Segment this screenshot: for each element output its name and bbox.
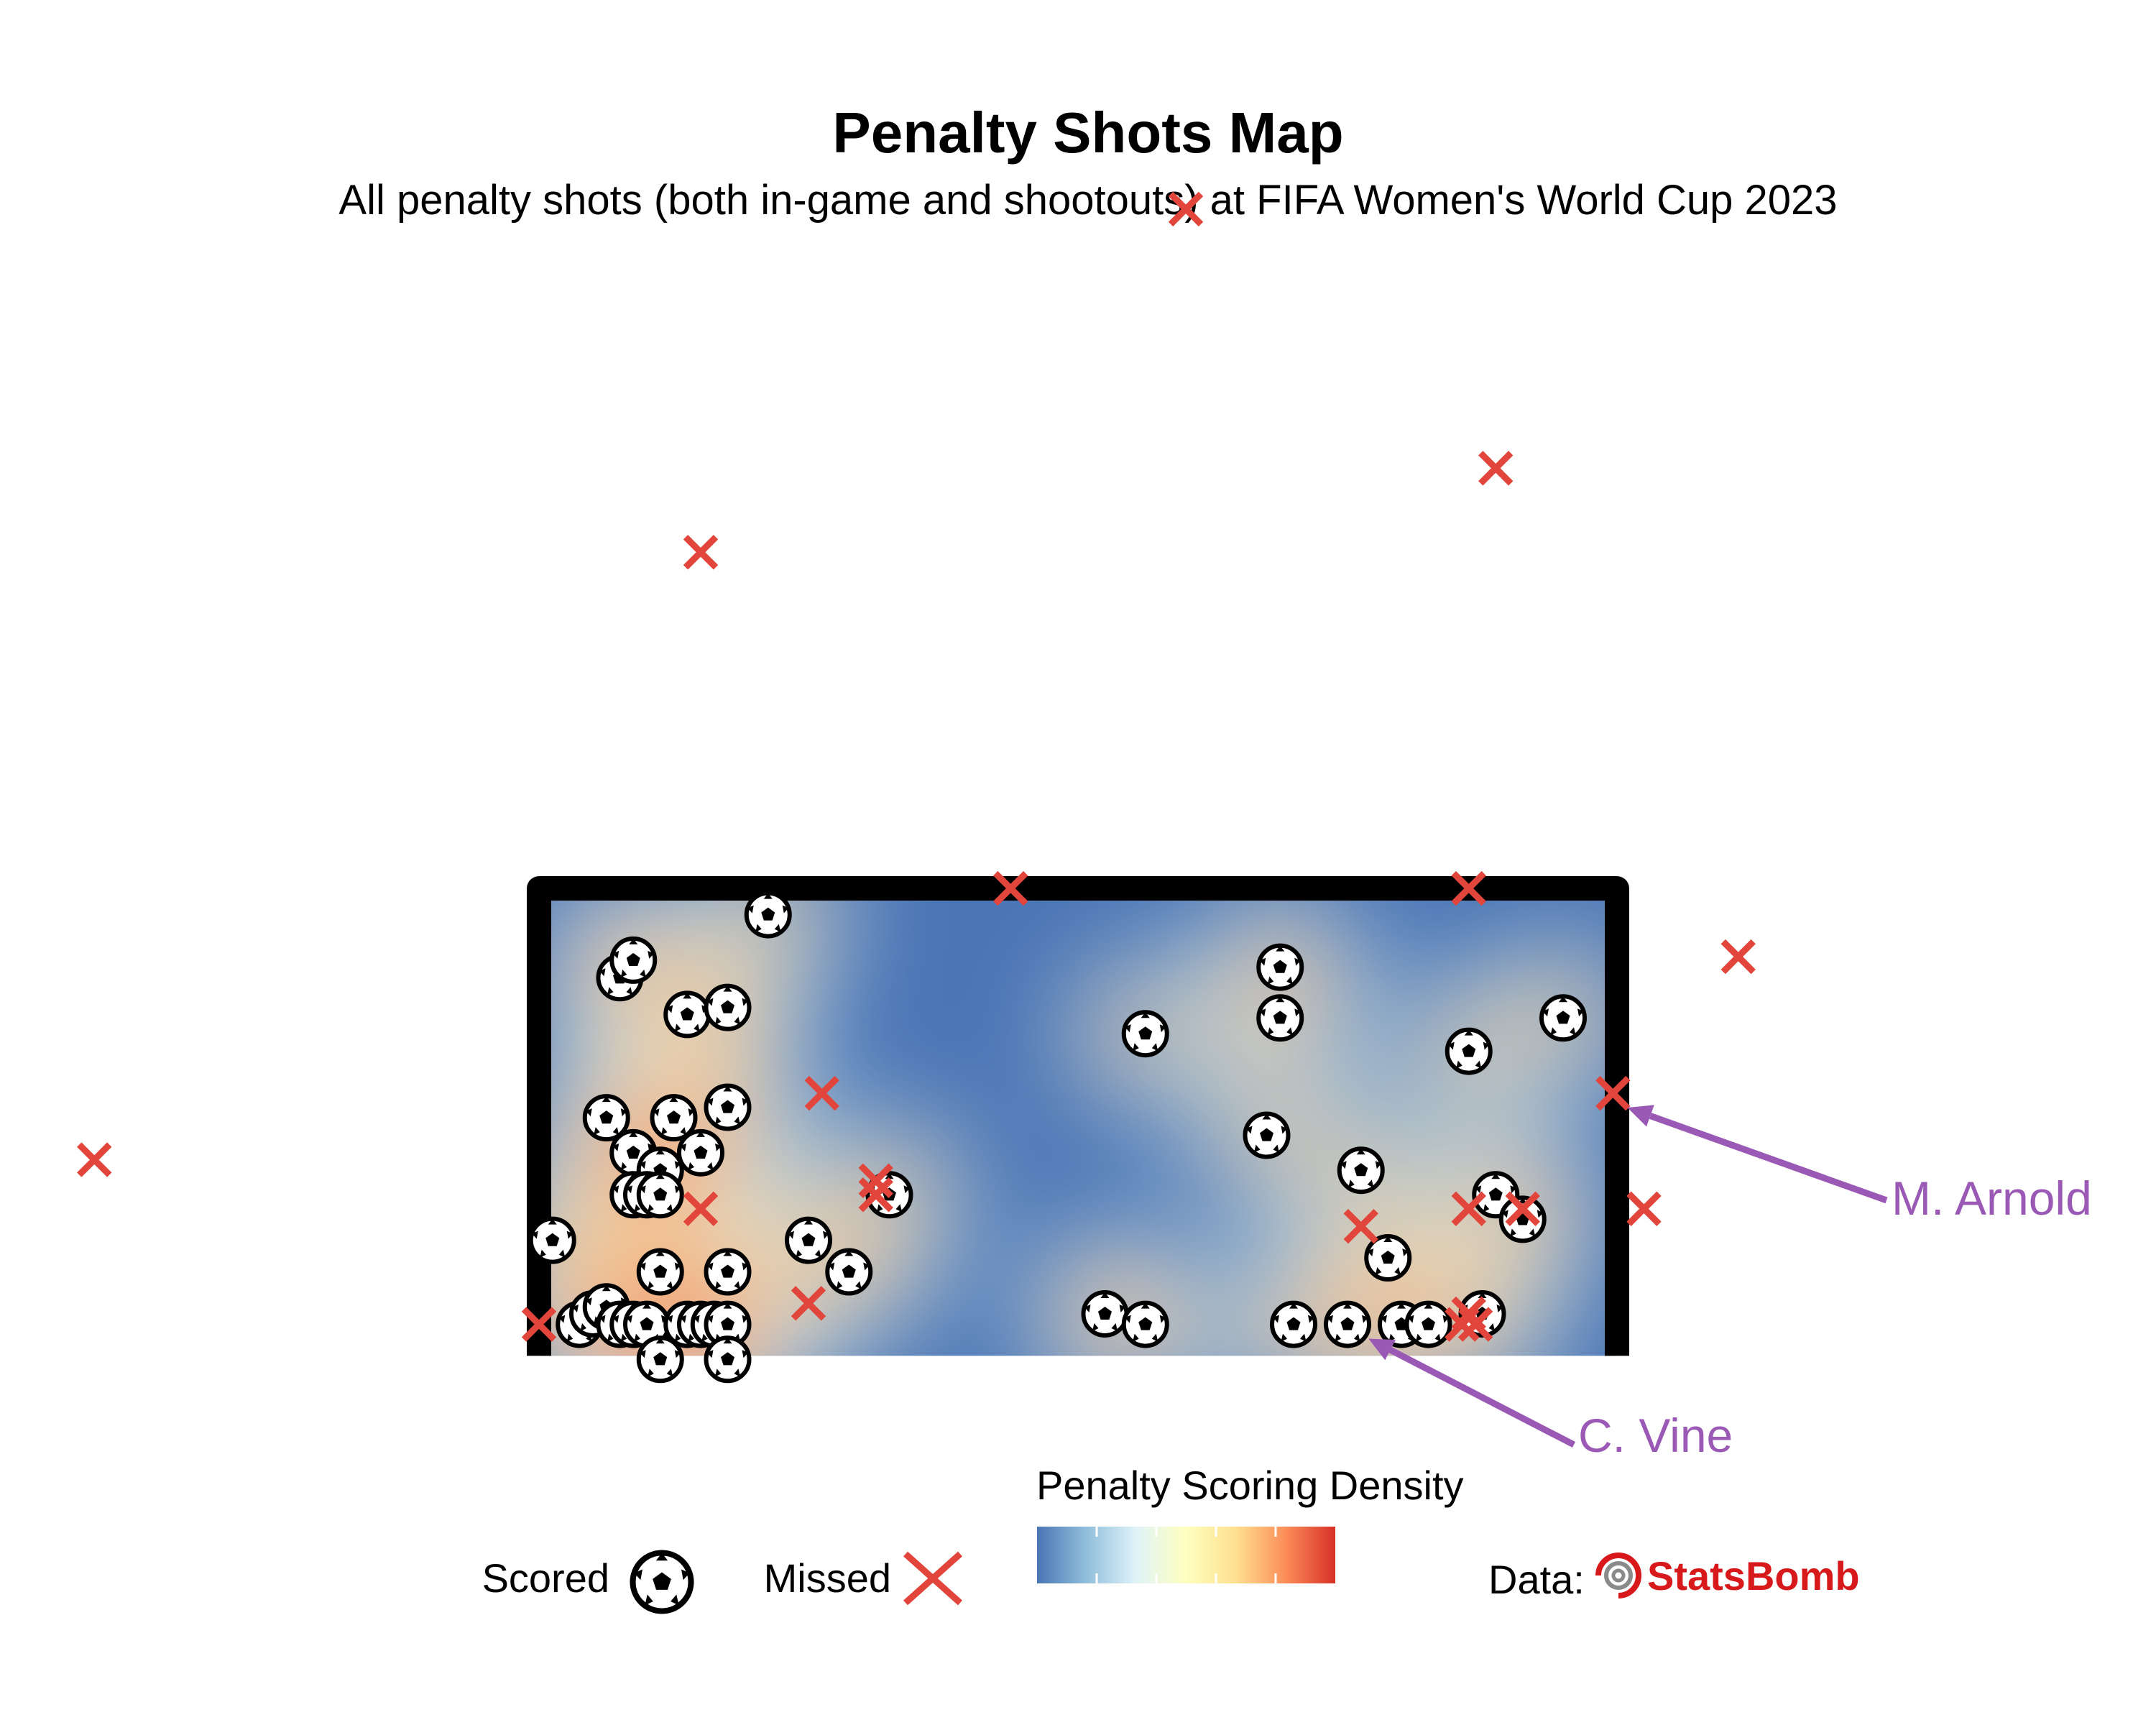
density-legend-title: Penalty Scoring Density [1036, 1463, 1464, 1508]
missed-shot-point [1595, 1075, 1631, 1111]
scored-shot-point [531, 1219, 574, 1262]
goal-frame [527, 876, 1629, 1356]
annotation-arrowhead [1627, 1105, 1654, 1127]
scored-shot-point [706, 986, 750, 1029]
missed-shot-point [993, 870, 1028, 906]
missed-shot-point [521, 1307, 557, 1342]
missed-shot-point [791, 1286, 826, 1321]
scored-shot-point [747, 893, 790, 937]
chart-title: Penalty Shots Map [832, 101, 1343, 165]
missed-shot-point [1451, 870, 1486, 906]
scored-shot-point [1542, 996, 1585, 1039]
annotation-label: M. Arnold [1892, 1172, 2092, 1225]
scored-shot-point [639, 1173, 682, 1216]
missed-shot-point [1478, 451, 1514, 486]
missed-shot-point [1451, 1296, 1486, 1332]
missed-shot-point [858, 1163, 893, 1199]
soccer-ball-icon [633, 1553, 691, 1611]
scored-shot-point [1407, 1303, 1450, 1346]
missed-shot-point [77, 1142, 112, 1177]
missed-shot-point [1168, 191, 1204, 227]
annotation-arrowhead [1368, 1338, 1396, 1361]
scored-shot-point [706, 1086, 750, 1129]
annotation-arrow [1388, 1347, 1576, 1448]
scored-shot-point [1501, 1197, 1544, 1241]
colorbar-ticks [1095, 1527, 1277, 1583]
scored-shot-point [639, 1338, 682, 1381]
missed-shot-point [1720, 939, 1756, 975]
legend-scored-label: Scored [482, 1555, 609, 1601]
scored-shot-point [639, 1250, 682, 1293]
annotations: M. Arnold C. Vine [1368, 1105, 2092, 1462]
scored-shot-point [1340, 1149, 1383, 1192]
scored-shot-point [1326, 1303, 1369, 1346]
missed-shot-point [858, 1177, 893, 1213]
scored-shot-point [1245, 1113, 1289, 1156]
density-legend: Penalty Scoring Density [1036, 1463, 1464, 1583]
missed-shot-point [683, 1191, 719, 1226]
data-source-label: Data: [1488, 1557, 1585, 1602]
scored-shot-point [665, 993, 709, 1036]
missed-shots [77, 191, 1756, 1342]
shot-legend: Scored Missed [482, 1551, 963, 1611]
scored-shot-point [1258, 946, 1302, 989]
annotation-label: C. Vine [1578, 1409, 1733, 1462]
missed-shot-point [1343, 1208, 1378, 1244]
legend-missed-label: Missed [764, 1555, 891, 1601]
scored-shot-point [1272, 1303, 1315, 1346]
scored-shot-point [827, 1250, 870, 1293]
missed-shot-point [1451, 1191, 1486, 1226]
scored-shot-point [679, 1131, 722, 1174]
missed-shot-point [683, 535, 719, 570]
scored-shot-point [1084, 1292, 1127, 1335]
scored-shot-point [787, 1219, 830, 1262]
data-source: Data: StatsBomb [1488, 1552, 1860, 1602]
scored-shot-point [1124, 1012, 1167, 1055]
missed-shot-point [804, 1075, 839, 1111]
missed-shot-point [1505, 1191, 1540, 1226]
missed-shot-point [1626, 1191, 1662, 1226]
scored-shot-point [1124, 1303, 1167, 1346]
scored-shot-point [706, 1338, 750, 1381]
brand-name: StatsBomb [1647, 1553, 1860, 1598]
scored-shot-point [706, 1250, 750, 1293]
cross-icon [903, 1551, 963, 1606]
scored-shot-point [1447, 1030, 1491, 1073]
chart-subtitle: All penalty shots (both in-game and shoo… [338, 177, 1837, 224]
annotation-arnold: M. Arnold [1627, 1105, 2092, 1225]
target-icon [1595, 1552, 1641, 1598]
annotation-arrow [1649, 1113, 1888, 1204]
scored-shot-point [612, 939, 655, 982]
scored-shot-point [1258, 996, 1302, 1039]
annotation-vine: C. Vine [1368, 1338, 1733, 1462]
density-colorbar [1037, 1527, 1335, 1583]
